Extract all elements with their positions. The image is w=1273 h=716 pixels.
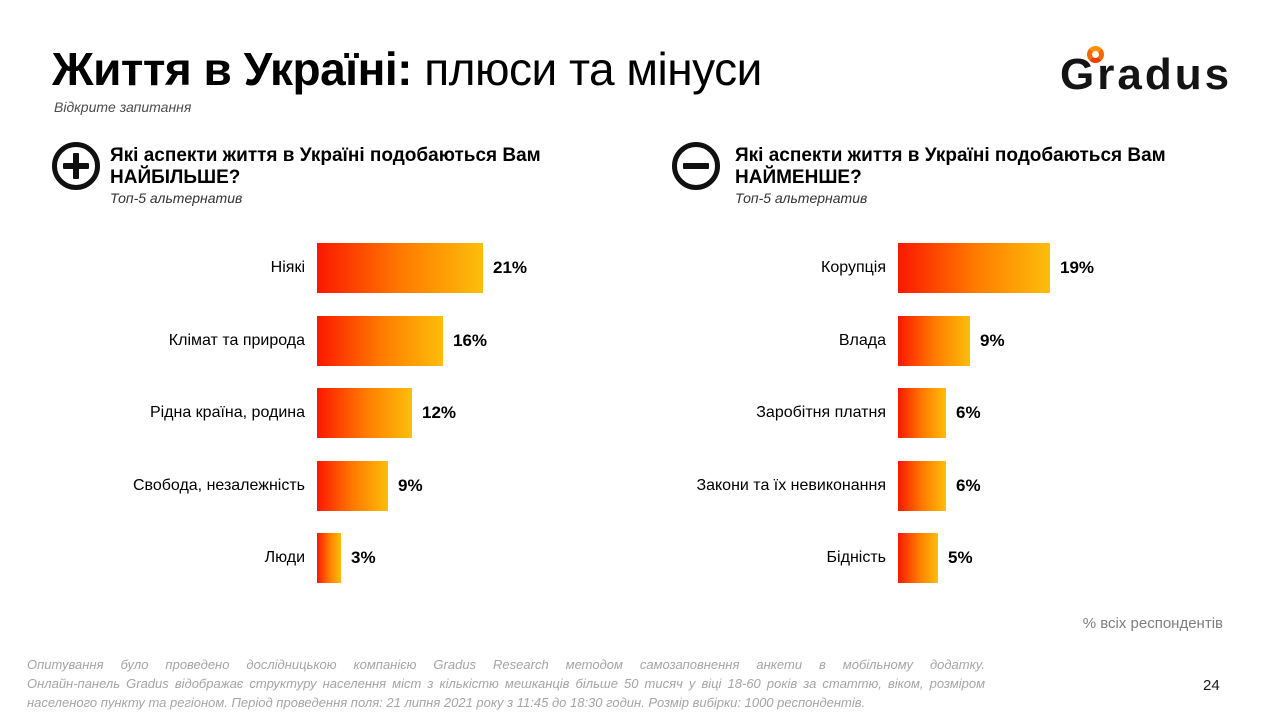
bar	[317, 460, 388, 511]
bar	[898, 460, 946, 511]
page-title-bold: Життя в Україні:	[52, 43, 412, 95]
category-label: Ніякі	[270, 259, 305, 276]
chart-row: Рідна країна, родина 12%	[28, 388, 527, 438]
gradus-logo: Gradus	[1060, 50, 1233, 99]
page-number: 24	[1203, 677, 1220, 694]
page-title-regular: плюси та мінуси	[411, 43, 762, 95]
bar-chart-negative: Корупція 19% Влада 9% Заробітня платня 6% Зако…	[655, 243, 1094, 606]
chart-row: Клімат та природа 16%	[28, 315, 527, 366]
bar	[898, 533, 938, 583]
chart-row: Заробітня платня 6%	[655, 388, 1094, 438]
footer-line: населеного пункту та регіоном. Період пр…	[27, 695, 866, 710]
chart-row: Закони та їх невиконання 6%	[655, 460, 1094, 511]
question-subtitle-negative: Топ-5 альтернатив	[735, 190, 868, 206]
value-label: 21%	[493, 258, 528, 277]
axis-note: % всіх респондентів	[1082, 615, 1223, 632]
bar	[317, 533, 341, 583]
category-label: Влада	[838, 331, 886, 349]
category-label: Бідність	[826, 549, 886, 566]
minus-circle-icon	[672, 142, 720, 190]
value-label: 12%	[422, 403, 457, 422]
footer-line: Опитування було проведено дослідницькою …	[27, 657, 985, 672]
page-subtitle: Відкрите запитання	[54, 99, 192, 115]
value-label: 9%	[398, 475, 423, 495]
bar	[898, 315, 970, 366]
value-label: 19%	[1060, 258, 1095, 277]
category-label: Закони та їх невиконання	[696, 476, 886, 494]
bar	[317, 388, 412, 438]
bar	[317, 315, 443, 366]
category-label: Клімат та природа	[168, 331, 305, 349]
chart-row: Ніякі 21%	[28, 243, 527, 293]
category-label: Люди	[264, 549, 305, 566]
category-label: Рідна країна, родина	[149, 404, 305, 421]
question-title-negative: Які аспекти життя в Україні подобаються …	[735, 145, 1166, 188]
footer-methodology: Опитування було проведено дослідницькою …	[27, 655, 985, 712]
page-title: Життя в Україні: плюси та мінуси	[52, 43, 762, 95]
plus-icon-vertical-stroke	[73, 153, 79, 179]
chart-row: Свобода, незалежність 9%	[28, 460, 527, 511]
question-subtitle-positive: Топ-5 альтернатив	[110, 190, 243, 206]
bar	[317, 243, 483, 293]
value-label: 5%	[948, 548, 973, 567]
chart-row: Бідність 5%	[655, 533, 1094, 583]
plus-circle-icon	[52, 142, 100, 190]
bar	[898, 388, 946, 438]
chart-row: Люди 3%	[28, 533, 527, 583]
degree-ring-icon	[1087, 46, 1104, 63]
bar-chart-positive: Ніякі 21% Клімат та природа 16% Рідна країна…	[28, 243, 527, 606]
chart-row: Влада 9%	[655, 315, 1094, 366]
value-label: 16%	[453, 330, 488, 350]
value-label: 6%	[956, 475, 981, 495]
bar	[898, 243, 1050, 293]
category-label: Заробітня платня	[756, 404, 886, 421]
question-title-positive: Які аспекти життя в Україні подобаються …	[110, 145, 541, 188]
category-label: Свобода, незалежність	[132, 476, 305, 494]
chart-row: Корупція 19%	[655, 243, 1094, 293]
value-label: 3%	[351, 548, 376, 567]
footer-line: Онлайн-панель Gradus відображає структур…	[27, 676, 985, 691]
minus-icon-stroke	[683, 163, 709, 169]
value-label: 6%	[956, 403, 981, 422]
value-label: 9%	[980, 330, 1005, 350]
category-label: Корупція	[821, 259, 886, 276]
